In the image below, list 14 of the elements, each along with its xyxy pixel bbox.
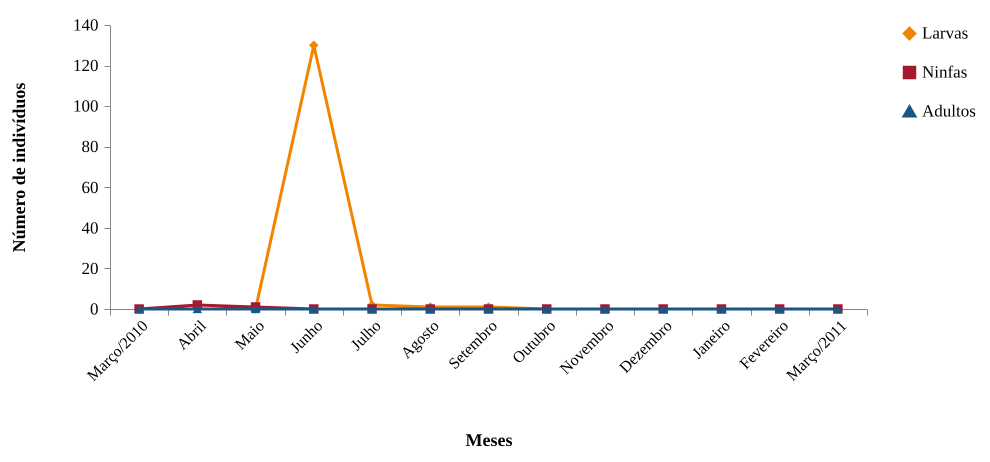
y-axis-title: Número de indivíduos [9,82,29,252]
y-tick-label: 80 [82,137,98,156]
legend-label: Adultos [922,102,976,120]
y-tick-label: 60 [82,178,98,197]
legend-label: Ninfas [922,62,968,82]
y-tick-label: 20 [82,258,98,278]
y-tick-label: 0 [90,300,98,318]
x-axis-title: Meses [466,430,512,450]
y-tick-label: 40 [82,218,98,238]
y-tick-label: 100 [73,96,98,116]
y-tick-label: 140 [73,16,98,34]
point [192,304,202,314]
legend-label: Larvas [922,24,968,42]
y-tick-label: 120 [73,56,98,76]
